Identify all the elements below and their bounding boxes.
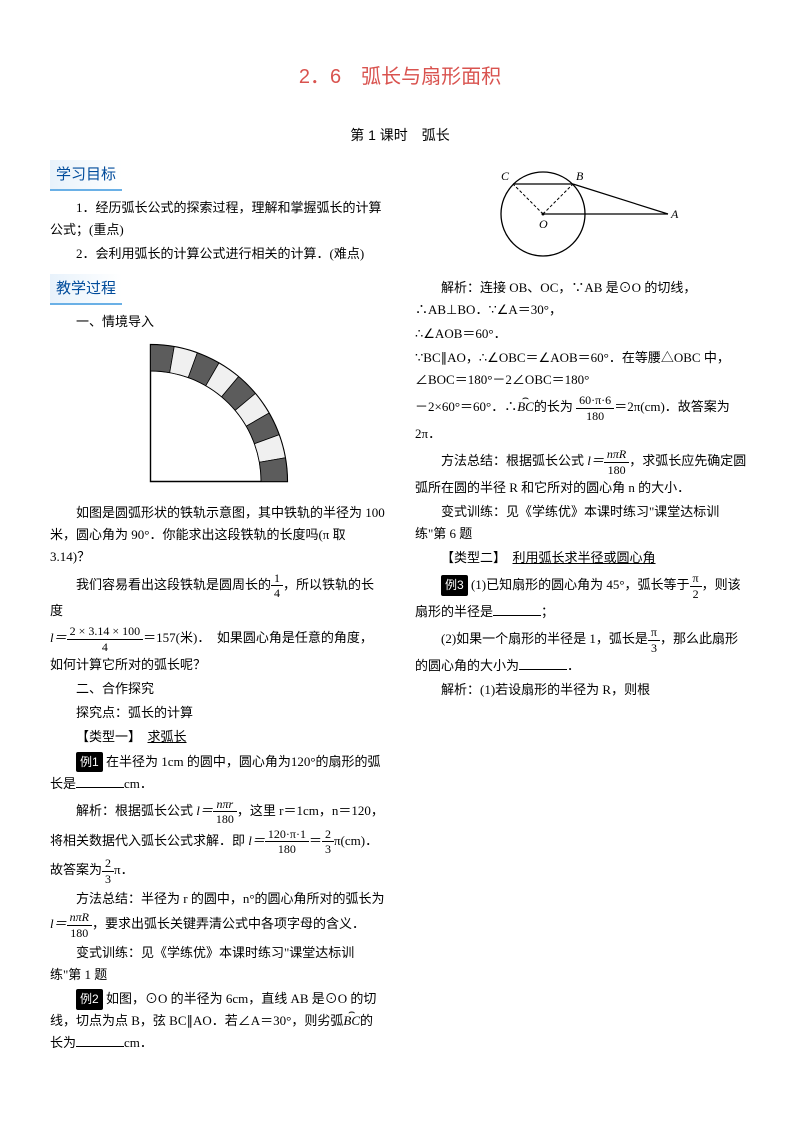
blank [519, 657, 567, 670]
figure-arc-track [50, 339, 385, 496]
svg-text:B: B [576, 169, 584, 183]
ex2-method: 方法总结：根据弧长公式 l＝nπR180，求弧长应先确定圆弧所在圆的半径 R 和… [415, 447, 750, 499]
ex1-method: 方法总结：半径为 r 的圆中，n°的圆心角所对的弧长为 l＝nπR180，要求出… [50, 888, 385, 940]
intro-p1: 如图是圆弧形状的铁轨示意图，其中铁轨的半径为 100 米，圆心角为 90°．你能… [50, 502, 385, 568]
intro-p2: 我们容易看出这段铁轨是圆周长的14，所以铁轨的长度 [50, 571, 385, 623]
ex3-q1: 例3 (1)已知扇形的圆心角为 45°，弧长等于π2，则该扇形的半径是； [415, 571, 750, 623]
content-columns: 学习目标 1．经历弧长公式的探索过程，理解和掌握弧长的计算公式；(重点) 2．会… [50, 154, 750, 1094]
ex3-tag: 例3 [441, 575, 468, 595]
l-eq: l＝ [50, 630, 67, 645]
svg-text:C: C [501, 169, 510, 183]
coop-point: 探究点：弧长的计算 [50, 702, 385, 724]
blank [493, 603, 541, 616]
intro-p2a: 我们容易看出这段铁轨是圆周长的 [76, 576, 271, 591]
ex2-variant: 变式训练：见《学练优》本课时练习"课堂达标训练"第 6 题 [415, 501, 750, 545]
section-goal: 学习目标 [50, 160, 122, 192]
ex2-s2: ∴∠AOB＝60°． [415, 323, 750, 345]
goal-2: 2．会利用弧长的计算公式进行相关的计算．(难点) [50, 243, 385, 265]
ex2-s1: 解析：连接 OB、OC，∵AB 是⊙O 的切线，∴AB⊥BO．∵∠A＝30°， [415, 277, 750, 321]
ex3-q2: (2)如果一个扇形的半径是 1，弧长是π3，那么此扇形的圆心角的大小为． [415, 625, 750, 677]
blank [76, 775, 124, 788]
coop-heading: 二、合作探究 [50, 678, 385, 700]
figure-circle: O A B C [415, 154, 750, 271]
ex1-question: 例1 在半径为 1cm 的圆中，圆心角为120°的扇形的弧长是cm． [50, 751, 385, 795]
intro-heading: 一、情境导入 [50, 311, 385, 333]
frac-calc: 2 × 3.14 × 1004 [67, 624, 144, 654]
ex2-s3: ∵BC∥AO，∴∠OBC＝∠AOB＝60°．在等腰△OBC 中，∠BOC＝180… [415, 347, 750, 391]
chapter-title: 2．6 弧长与扇形面积 [50, 60, 750, 94]
lesson-subtitle: 第 1 课时 弧长 [50, 124, 750, 148]
type2-heading: 【类型二】 利用弧长求半径或圆心角 [415, 547, 750, 569]
type1-heading: 【类型一】 求弧长 [50, 726, 385, 748]
arc-bc: BC [343, 1010, 360, 1032]
section-process: 教学过程 [50, 274, 122, 306]
intro-p3: l＝2 × 3.14 × 1004＝157(米)． 如果圆心角是任意的角度，如何… [50, 624, 385, 676]
goal-1: 1．经历弧长公式的探索过程，理解和掌握弧长的计算公式；(重点) [50, 197, 385, 241]
ex2-tag: 例2 [76, 989, 103, 1009]
ex2-s4: －2×60°＝60°．∴BC的长为 60·π·6180＝2π(cm)．故答案为 … [415, 393, 750, 445]
blank [76, 1034, 124, 1047]
ex2-question: 例2 如图，⊙O 的半径为 6cm，直线 AB 是⊙O 的切线，切点为点 B，弦… [50, 988, 385, 1054]
svg-text:A: A [670, 207, 679, 221]
ex1-analysis: 解析：根据弧长公式 l＝nπr180，这里 r＝1cm，n＝120，将相关数据代… [50, 797, 385, 886]
frac-quarter: 14 [271, 571, 283, 601]
ex1-variant: 变式训练：见《学练优》本课时练习"课堂达标训练"第 1 题 [50, 942, 385, 986]
svg-text:O: O [539, 217, 548, 231]
ex3-s1: 解析：(1)若设扇形的半径为 R，则根 [415, 679, 750, 701]
ex1-tag: 例1 [76, 752, 103, 772]
